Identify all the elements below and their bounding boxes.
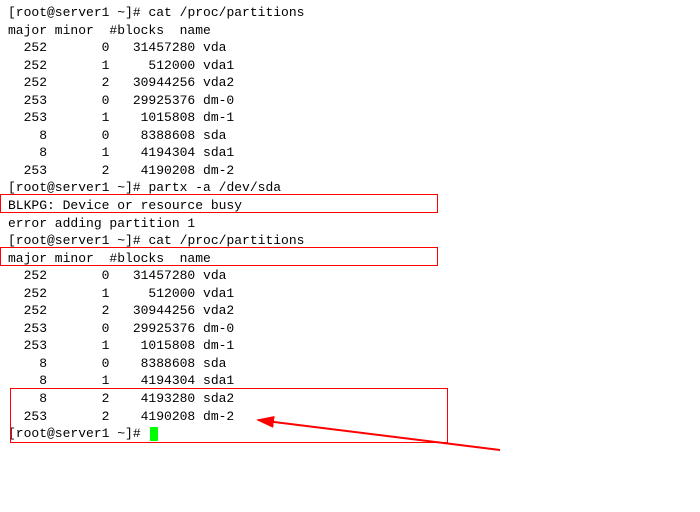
terminal-output: [root@server1 ~]# cat /proc/partitionsma… [8, 4, 692, 443]
table-row: 8 2 4193280 sda2 [8, 390, 692, 408]
table-header: major minor #blocks name [8, 250, 692, 268]
cursor [150, 427, 158, 441]
command-text: partx -a /dev/sda [148, 180, 281, 195]
table-row: 252 2 30944256 vda2 [8, 302, 692, 320]
table-row: 253 2 4190208 dm-2 [8, 408, 692, 426]
shell-prompt: [root@server1 ~]# [8, 233, 148, 248]
table-row: 253 2 4190208 dm-2 [8, 162, 692, 180]
table-row: 252 1 512000 vda1 [8, 57, 692, 75]
table-row: 8 0 8388608 sda [8, 355, 692, 373]
command-text: cat /proc/partitions [148, 233, 304, 248]
shell-prompt: [root@server1 ~]# [8, 5, 148, 20]
table-row: 252 0 31457280 vda [8, 39, 692, 57]
table-row: 253 1 1015808 dm-1 [8, 337, 692, 355]
table-row: 253 0 29925376 dm-0 [8, 320, 692, 338]
table-row: 8 0 8388608 sda [8, 127, 692, 145]
table-row: 252 2 30944256 vda2 [8, 74, 692, 92]
cmd-cat-2: [root@server1 ~]# cat /proc/partitions [8, 232, 692, 250]
shell-prompt: [root@server1 ~]# [8, 180, 148, 195]
table-row: 252 1 512000 vda1 [8, 285, 692, 303]
table-row: 252 0 31457280 vda [8, 267, 692, 285]
error-line: error adding partition 1 [8, 215, 692, 233]
prompt-idle: [root@server1 ~]# [8, 425, 692, 443]
table-header: major minor #blocks name [8, 22, 692, 40]
shell-prompt: [root@server1 ~]# [8, 426, 148, 441]
table-row: 8 1 4194304 sda1 [8, 144, 692, 162]
table-row: 253 0 29925376 dm-0 [8, 92, 692, 110]
command-text: cat /proc/partitions [148, 5, 304, 20]
cmd-partx: [root@server1 ~]# partx -a /dev/sda [8, 179, 692, 197]
error-line: BLKPG: Device or resource busy [8, 197, 692, 215]
cmd-cat-1: [root@server1 ~]# cat /proc/partitions [8, 4, 692, 22]
table-row: 8 1 4194304 sda1 [8, 372, 692, 390]
table-row: 253 1 1015808 dm-1 [8, 109, 692, 127]
